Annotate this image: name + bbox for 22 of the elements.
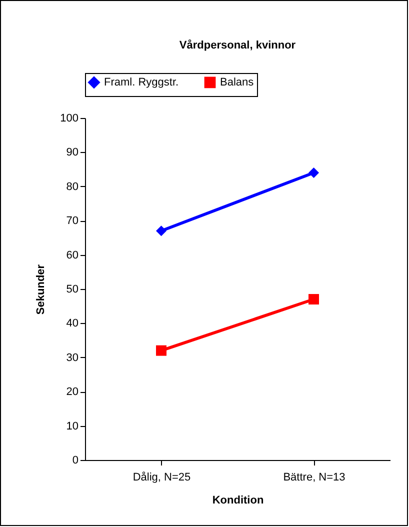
x-axis-title: Kondition bbox=[212, 494, 264, 506]
y-tick-label: 50 bbox=[66, 284, 78, 296]
y-tick-label: 30 bbox=[66, 352, 78, 364]
y-tick-label: 20 bbox=[66, 386, 78, 398]
y-tick-label: 40 bbox=[66, 318, 78, 330]
point bbox=[156, 345, 166, 356]
x-tick-label: Dålig, N=25 bbox=[132, 472, 191, 484]
legend-label: Balans bbox=[220, 76, 254, 88]
point bbox=[308, 167, 319, 178]
y-tick-label: 80 bbox=[66, 180, 78, 193]
y-tick-label: 0 bbox=[72, 454, 78, 466]
x-tick-label: Bättre, N=13 bbox=[283, 472, 346, 484]
y-tick-label: 10 bbox=[66, 420, 78, 432]
y-tick-label: 70 bbox=[66, 215, 78, 228]
chart-title: Vårdpersonal, kvinnor bbox=[179, 38, 296, 52]
y-tick-label: 100 bbox=[60, 112, 78, 124]
y-axis-title: Sekunder bbox=[35, 264, 48, 315]
point bbox=[308, 294, 319, 305]
point bbox=[156, 226, 166, 236]
y-tick-label: 90 bbox=[66, 146, 78, 159]
y-tick-label: 60 bbox=[66, 249, 78, 262]
legend-label: Framl. Ryggstr. bbox=[104, 76, 179, 88]
